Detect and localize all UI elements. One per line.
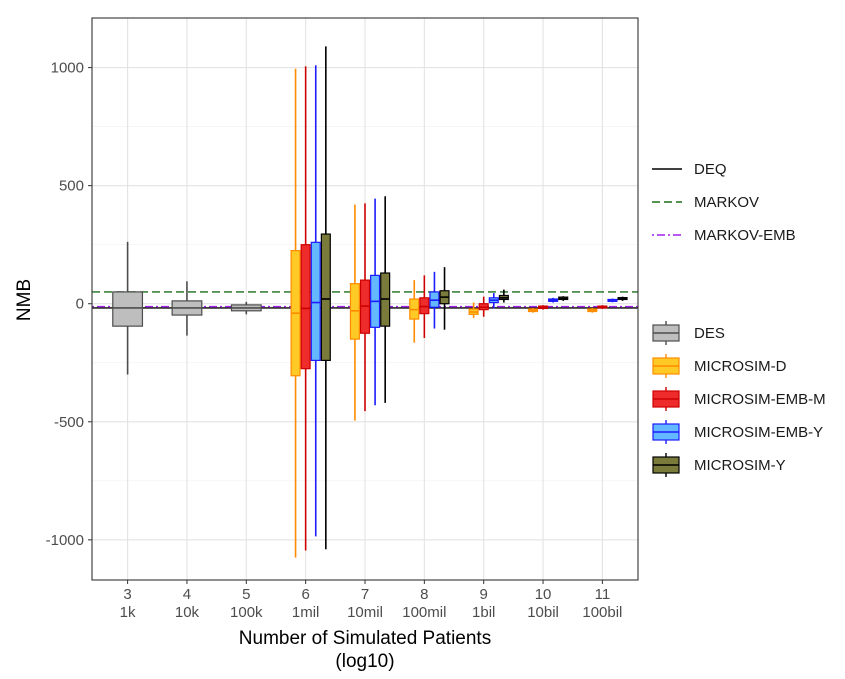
box-microsim-d-8	[409, 280, 420, 343]
box-microsim-d-11	[587, 307, 598, 313]
legend-label: MICROSIM-D	[694, 358, 787, 375]
legend-label: MICROSIM-Y	[694, 457, 786, 474]
x-tick-label: 7	[361, 586, 369, 603]
x-axis-title-line2: (log10)	[335, 651, 394, 672]
box-microsim-emb-y-9	[488, 293, 499, 309]
x-tick-sublabel: 10mil	[347, 604, 383, 621]
box-microsim-emb-y-10	[548, 297, 559, 303]
box-microsim-d-6	[290, 68, 301, 558]
x-tick-sublabel: 10bil	[527, 604, 559, 621]
box-microsim-y-7	[380, 196, 391, 403]
legend-item-microsim-d: MICROSIM-D	[652, 354, 787, 378]
box-microsim-d-10	[527, 307, 539, 313]
box-iqr	[419, 297, 430, 315]
legend-label-markov: MARKOV	[694, 194, 759, 211]
x-tick-label: 6	[301, 586, 309, 603]
box-microsim-y-6	[320, 46, 331, 550]
y-axis-title: NMB	[14, 279, 35, 321]
plot-area	[92, 18, 638, 580]
x-tick-sublabel: 100k	[230, 604, 263, 621]
box-iqr	[310, 241, 321, 361]
x-tick-sublabel: 100mil	[402, 604, 446, 621]
box-microsim-emb-y-7	[370, 198, 381, 406]
x-tick-sublabel: 1bil	[472, 604, 495, 621]
y-tick-label: -1000	[46, 532, 84, 549]
box-microsim-emb-m-8	[419, 275, 430, 338]
legend-item-microsim-y: MICROSIM-Y	[652, 453, 786, 477]
box-microsim-emb-y-8	[429, 271, 440, 329]
box-microsim-emb-m-9	[478, 296, 489, 317]
box-microsim-emb-y-11	[607, 298, 618, 303]
box-iqr	[112, 291, 144, 327]
x-tick-label: 10	[535, 586, 552, 603]
y-tick-label: 500	[59, 178, 84, 195]
box-iqr	[300, 244, 311, 370]
box-microsim-y-9	[498, 289, 509, 303]
y-tick-label: -500	[54, 414, 84, 431]
x-tick-sublabel: 1k	[120, 604, 136, 621]
x-tick-sublabel: 100bil	[582, 604, 622, 621]
box-microsim-emb-m-11	[597, 305, 608, 309]
x-tick-label: 4	[183, 586, 191, 603]
y-tick-label: 1000	[51, 60, 84, 77]
box-microsim-emb-m-10	[537, 305, 549, 310]
box-des-3	[112, 241, 144, 375]
box-microsim-y-10	[558, 296, 569, 301]
legend: DEQ MARKOV MARKOV-EMB DES MICROSIM-D MICROSIM…	[652, 161, 826, 477]
box-microsim-d-9	[468, 302, 479, 318]
box-microsim-d-7	[349, 204, 360, 421]
box-iqr	[320, 233, 331, 361]
box-microsim-y-8	[439, 267, 450, 330]
legend-label: MICROSIM-EMB-Y	[694, 424, 823, 441]
y-tick-label: 0	[76, 296, 84, 313]
legend-item-des: DES	[652, 321, 725, 345]
legend-label-deq: DEQ	[694, 161, 727, 178]
box-microsim-emb-m-7	[359, 203, 371, 412]
x-tick-label: 5	[242, 586, 250, 603]
x-tick-sublabel: 1mil	[292, 604, 320, 621]
x-axis-title: Number of Simulated Patients	[239, 628, 491, 649]
legend-label-markov-emb: MARKOV-EMB	[694, 227, 796, 244]
x-tick-label: 9	[480, 586, 488, 603]
box-des-4	[171, 281, 203, 336]
box-microsim-emb-m-6	[300, 66, 311, 551]
x-tick-label: 3	[123, 586, 131, 603]
box-microsim-y-11	[617, 296, 628, 301]
box-des-5	[230, 301, 262, 315]
legend-item-microsim-emb-y: MICROSIM-EMB-Y	[652, 420, 823, 444]
legend-label: MICROSIM-EMB-M	[694, 391, 826, 408]
x-tick-label: 11	[595, 586, 611, 603]
box-microsim-emb-y-6	[310, 65, 321, 537]
legend-item-microsim-emb-m: MICROSIM-EMB-M	[652, 387, 826, 411]
x-tick-sublabel: 10k	[175, 604, 200, 621]
x-tick-label: 8	[420, 586, 428, 603]
legend-label: DES	[694, 325, 725, 342]
